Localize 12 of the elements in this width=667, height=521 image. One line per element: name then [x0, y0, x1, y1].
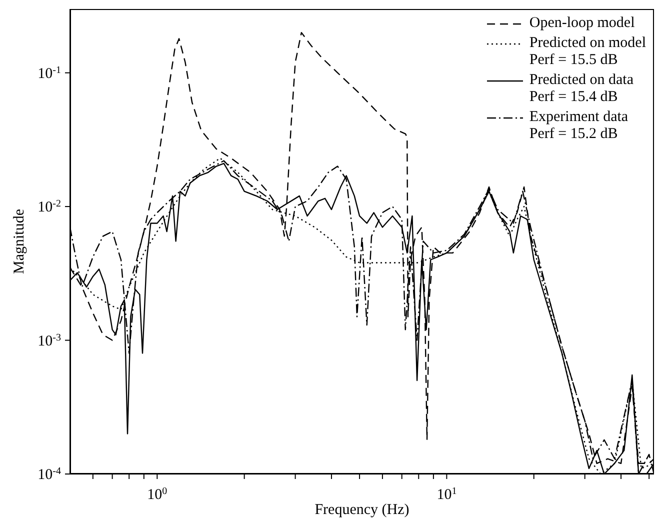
y-tick-label: 10$^{-4}$ — [38, 466, 61, 483]
y-axis-title: Magnitude — [11, 208, 28, 274]
y-tick-label: 10$^{-1}$ — [38, 64, 61, 82]
x-tick-label: 10$^{0}$ — [147, 486, 168, 503]
x-axis-title: Frequency (Hz) — [314, 502, 410, 518]
legend-label: Open-loop model — [529, 15, 635, 32]
legend-label: Predicted on model Perf = 15.5 dB — [529, 35, 646, 69]
legend-label: Predicted on data Perf = 15.4 dB — [529, 72, 634, 106]
legend-label: Experiment data Perf = 15.2 dB — [529, 109, 628, 143]
y-tick-label: 10$^{-2}$ — [38, 198, 61, 216]
x-tick-label: 10$^{1}$ — [436, 486, 457, 503]
y-tick-label: 10$^{-3}$ — [38, 332, 61, 350]
